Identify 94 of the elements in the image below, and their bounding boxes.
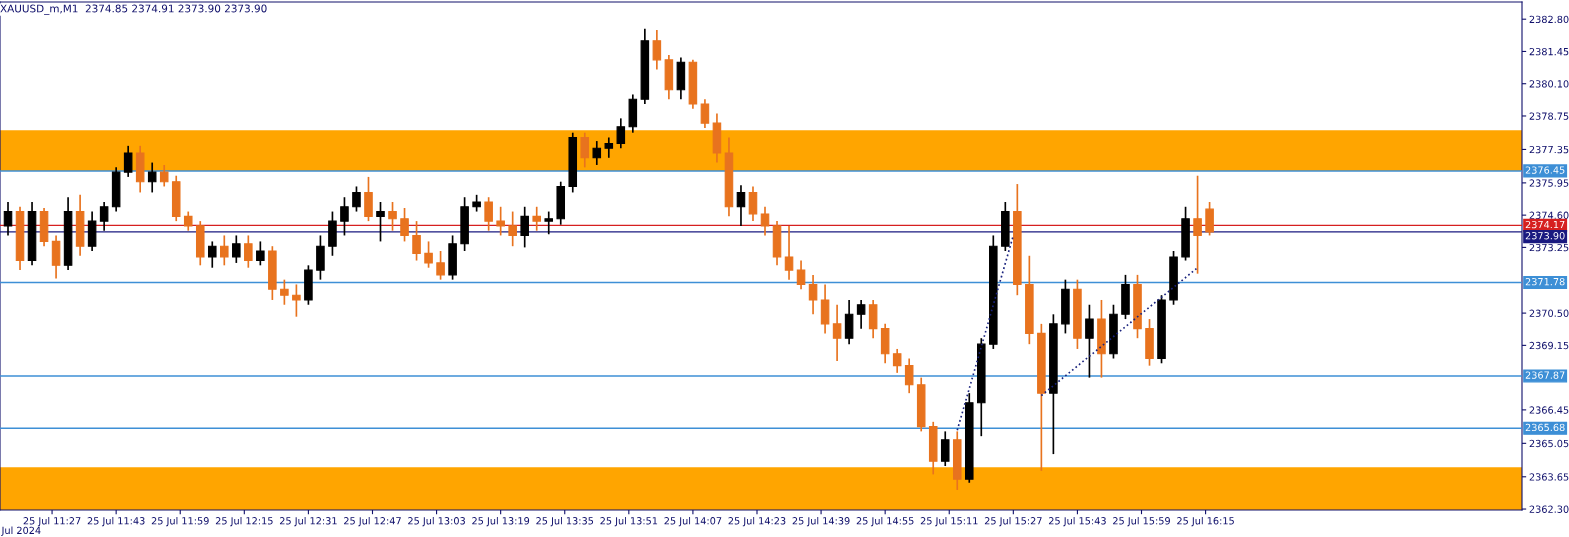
candlestick — [784, 225, 794, 281]
candlestick — [520, 205, 529, 249]
candlestick — [412, 220, 421, 262]
candlestick — [1085, 303, 1094, 379]
candlestick — [700, 98, 710, 129]
candlestick — [904, 357, 914, 394]
y-tick-label: 2375.95 — [1529, 179, 1569, 187]
candlestick — [652, 29, 662, 71]
candlestick — [220, 234, 229, 267]
x-tick-label: 25 Jul 11:27 — [23, 516, 81, 527]
y-tick-label: 2365.05 — [1529, 439, 1569, 448]
y-tick-label: 2377.35 — [1529, 145, 1569, 154]
candlestick — [51, 234, 61, 280]
ref-line-label: 2371.78 — [1525, 277, 1565, 286]
candlestick — [207, 240, 217, 269]
x-tick-label: 25 Jul 14:23 — [728, 516, 786, 527]
candlestick — [147, 161, 157, 194]
candlestick — [736, 184, 746, 227]
y-tick-label: 2373.25 — [1529, 243, 1569, 252]
candlestick — [1205, 201, 1214, 237]
ref-line-label: 2365.68 — [1525, 423, 1565, 432]
candlestick — [580, 131, 590, 169]
candlestick — [244, 234, 253, 269]
x-tick-label: 25 Jul 16:15 — [1177, 516, 1234, 527]
candlestick — [424, 240, 433, 269]
x-tick-label: 25 Jul 11:59 — [151, 516, 209, 527]
candlestick — [760, 205, 770, 237]
ref-line-label: 2373.90 — [1525, 232, 1565, 240]
x-tick-label: 25 Jul 13:19 — [472, 516, 530, 527]
candlestick — [183, 210, 193, 232]
candlestick — [364, 176, 373, 222]
candlestick — [868, 299, 878, 340]
x-tick-label: 25 Jul 12:31 — [279, 516, 337, 527]
y-tick-label: 2366.45 — [1529, 406, 1569, 414]
x-tick-label: 25 Jul 12:15 — [215, 516, 273, 527]
candlestick — [748, 185, 758, 222]
ref-line-label: 2376.45 — [1525, 166, 1565, 174]
candlestick — [99, 201, 109, 232]
candlestick — [796, 259, 806, 291]
chart-title: XAUUSD_m,M1 2374.85 2374.91 2373.90 2373.90 — [0, 4, 267, 15]
candlestick — [544, 210, 554, 236]
x-tick-label: 25 Jul 15:59 — [1113, 516, 1170, 527]
y-tick-label: 2378.75 — [1529, 112, 1569, 120]
candlestick — [496, 205, 505, 237]
candlestick — [940, 430, 950, 467]
x-tick-label: 25 Jul 13:51 — [600, 516, 658, 527]
ref-line-label: 2374.17 — [1525, 220, 1565, 229]
candlestick — [604, 136, 614, 159]
candlestick — [892, 348, 902, 374]
candlestick — [484, 196, 493, 232]
candlestick — [508, 210, 517, 248]
candlestick — [292, 283, 301, 318]
y-tick-label: 2382.80 — [1529, 15, 1569, 24]
x-tick-label: 25 Jul 15:11 — [920, 516, 978, 527]
y-tick-label: 2381.45 — [1529, 47, 1569, 56]
ref-line-label: 2367.87 — [1525, 371, 1565, 379]
candlestick — [1193, 174, 1202, 275]
x-tick-label: 25 Jul 11:43 — [87, 516, 145, 527]
y-tick-label: 2374.60 — [1529, 211, 1569, 219]
x-tick-label: 25 Jul 15:43 — [1048, 516, 1106, 527]
candlestick — [123, 145, 133, 178]
candlestick — [532, 205, 541, 232]
candlestick — [856, 299, 866, 330]
text: Jul 2024 — [1, 526, 41, 536]
candlestick — [352, 185, 361, 213]
candlestick — [388, 201, 397, 232]
x-tick-label: 25 Jul 14:39 — [792, 516, 850, 527]
candlestick — [844, 299, 854, 346]
candlestick — [820, 283, 830, 335]
candlestick — [592, 140, 602, 166]
candlestick — [436, 250, 445, 281]
x-tick-label: 25 Jul 14:55 — [856, 516, 914, 527]
y-tick-label: 2369.15 — [1529, 341, 1569, 350]
candlestick — [832, 303, 842, 362]
x-tick-label: 25 Jul 12:47 — [344, 516, 401, 527]
x-tick-label: 25 Jul 13:03 — [408, 516, 465, 527]
candlestick — [256, 240, 265, 267]
candlestick — [376, 201, 385, 243]
candlestick — [808, 274, 818, 316]
x-tick-label: 25 Jul 14:07 — [664, 516, 722, 527]
x-tick-label: 25 Jul 15:27 — [984, 516, 1042, 527]
y-tick-label: 2370.50 — [1529, 309, 1569, 317]
candlestick — [616, 117, 626, 150]
y-tick-label: 2380.10 — [1529, 80, 1569, 88]
candlestick — [159, 164, 169, 188]
candlestick — [280, 278, 289, 306]
y-tick-label: 2362.30 — [1529, 505, 1569, 513]
candlestick — [232, 234, 241, 264]
candlestick — [316, 234, 325, 281]
candlestick — [3, 201, 13, 237]
candlestick — [400, 207, 409, 243]
candlestick — [340, 196, 349, 237]
x-tick-label: 25 Jul 13:35 — [536, 516, 594, 527]
y-tick-label: 2363.65 — [1529, 473, 1569, 481]
